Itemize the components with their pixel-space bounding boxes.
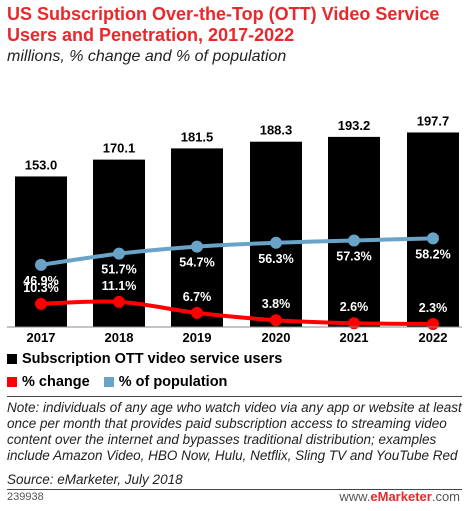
population-point <box>348 234 360 247</box>
population-line <box>39 236 435 267</box>
brand-suffix: .com <box>431 489 460 504</box>
change-label: 2.3% <box>419 301 448 315</box>
bar-value-label: 197.7 <box>417 113 450 128</box>
bar-value-label: 181.5 <box>181 129 214 144</box>
chart-subtitle: millions, % change and % of population <box>7 48 287 65</box>
bar-value-label: 170.1 <box>103 141 136 156</box>
bar <box>407 132 459 327</box>
chart-source: Source: eMarketer, July 2018 <box>7 472 183 487</box>
change-point <box>113 295 125 308</box>
change-line <box>39 299 435 326</box>
change-label: 11.1% <box>102 279 137 293</box>
population-label: 57.3% <box>336 249 371 263</box>
x-tick-label: 2018 <box>105 330 134 342</box>
change-point <box>270 314 282 327</box>
legend-swatch-population <box>103 377 114 387</box>
change-label: 10.3% <box>23 281 58 295</box>
x-tick-label: 2017 <box>27 330 56 342</box>
population-label: 56.3% <box>258 252 293 266</box>
population-label: 58.2% <box>415 247 450 261</box>
population-point <box>191 240 203 253</box>
bar <box>250 141 302 327</box>
legend-label-change: % change <box>22 374 90 390</box>
combo-chart: 153.0 170.1 181.5 188.3 193.2 197.7 2017 2018 20… <box>7 113 462 342</box>
legend-item-population: % of population <box>103 374 228 390</box>
bar-value-label: 153.0 <box>25 157 58 172</box>
bar <box>171 148 223 327</box>
chart-note: Note: individuals of any age who watch v… <box>7 400 462 463</box>
change-point <box>427 318 439 330</box>
legend-item-users: Subscription OTT video service users <box>7 351 282 367</box>
legend: Subscription OTT video service users % c… <box>7 349 296 395</box>
legend-row-users: Subscription OTT video service users <box>7 349 296 369</box>
bar <box>328 136 380 327</box>
x-tick-label: 2020 <box>262 330 291 342</box>
brand-link[interactable]: www.eMarketer.com <box>339 489 460 504</box>
chart-title: US Subscription Over-the-Top (OTT) Video… <box>7 4 440 45</box>
population-point <box>35 258 47 271</box>
x-tick-label: 2021 <box>340 330 369 342</box>
brand-prefix: www. <box>339 489 371 504</box>
legend-item-change: % change <box>7 374 90 390</box>
legend-swatch-users <box>7 354 17 364</box>
legend-swatch-change <box>7 377 17 387</box>
population-label: 54.7% <box>179 256 214 270</box>
x-tick-label: 2019 <box>183 330 212 342</box>
change-label: 2.6% <box>340 300 369 314</box>
change-point <box>35 297 47 310</box>
x-tick-label: 2022 <box>419 330 448 342</box>
divider-bottom <box>7 489 462 490</box>
legend-row-lines: % change % of population <box>7 372 296 392</box>
population-label: 46.9% <box>23 274 58 288</box>
change-label: 3.8% <box>262 297 291 311</box>
legend-label-users: Subscription OTT video service users <box>22 351 283 367</box>
brand-name: eMarketer <box>370 489 432 504</box>
legend-label-population: % of population <box>118 374 228 390</box>
divider-top <box>7 396 462 397</box>
bar-value-label: 193.2 <box>338 118 371 133</box>
change-label: 6.7% <box>183 290 212 304</box>
change-point <box>191 306 203 319</box>
population-label: 51.7% <box>101 263 136 277</box>
chart-id: 239938 <box>7 491 44 503</box>
change-point <box>348 317 360 330</box>
population-point <box>270 236 282 249</box>
bar-value-label: 188.3 <box>260 123 293 138</box>
population-point <box>427 232 439 245</box>
population-point <box>113 247 125 260</box>
